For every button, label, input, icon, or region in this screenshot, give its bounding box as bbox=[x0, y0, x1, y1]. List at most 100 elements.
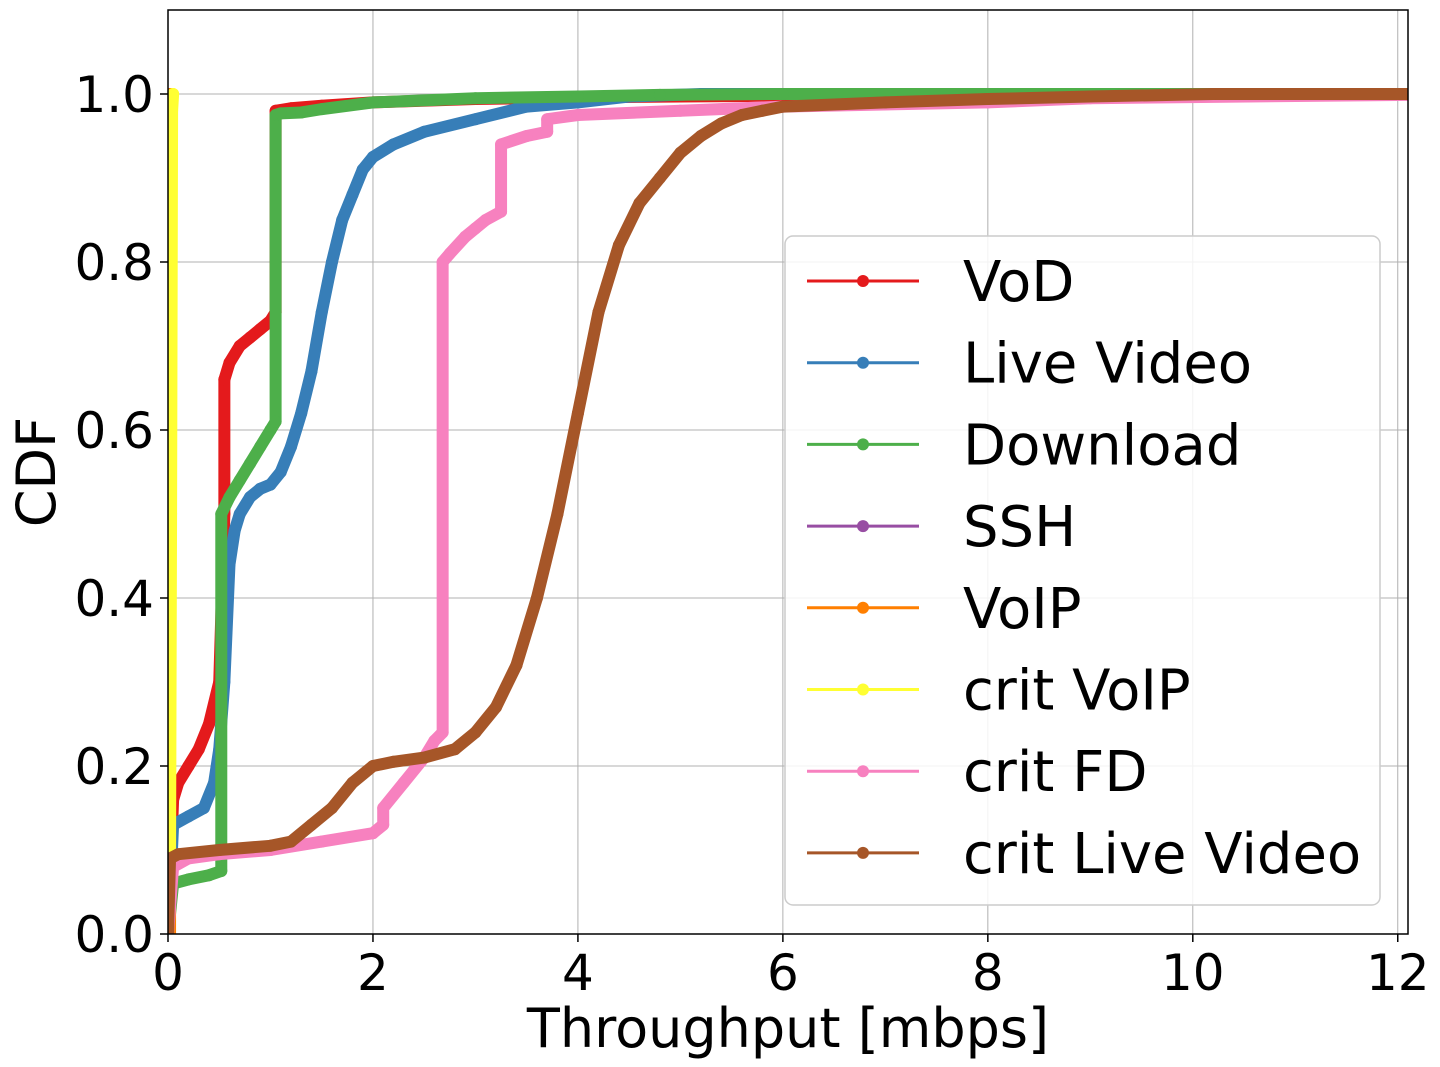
data-point bbox=[715, 117, 728, 130]
data-point bbox=[223, 491, 236, 504]
x-axis-label: Throughput [mbps] bbox=[526, 997, 1049, 1060]
data-point bbox=[325, 802, 338, 814]
y-tick-label: 1.0 bbox=[74, 66, 154, 124]
data-point bbox=[254, 440, 267, 453]
y-tick-label: 0.8 bbox=[74, 234, 154, 292]
legend-label: Download bbox=[963, 413, 1241, 478]
data-point bbox=[213, 844, 226, 856]
series-live-video bbox=[168, 88, 851, 934]
data-point bbox=[674, 104, 687, 117]
data-point bbox=[305, 818, 318, 831]
data-point bbox=[366, 96, 379, 109]
data-point bbox=[520, 130, 533, 142]
data-point bbox=[377, 818, 390, 831]
legend-marker bbox=[857, 846, 869, 859]
data-point bbox=[541, 113, 554, 126]
data-point bbox=[428, 734, 441, 747]
data-point bbox=[879, 96, 892, 109]
series-line bbox=[168, 88, 851, 934]
data-point bbox=[218, 373, 231, 386]
data-point bbox=[436, 256, 449, 268]
legend-label: VoIP bbox=[963, 577, 1082, 642]
data-point bbox=[243, 457, 256, 470]
legend-marker bbox=[857, 683, 869, 696]
data-point bbox=[612, 239, 625, 252]
legend-item: Download bbox=[807, 413, 1241, 478]
legend-label: crit FD bbox=[963, 740, 1147, 805]
data-point bbox=[192, 743, 205, 756]
legend-item: SSH bbox=[807, 495, 1076, 560]
legend-item: crit Live Video bbox=[807, 822, 1361, 887]
legend-marker bbox=[857, 275, 869, 287]
data-point bbox=[233, 474, 246, 487]
data-point bbox=[215, 865, 228, 877]
data-point bbox=[264, 839, 277, 852]
data-point bbox=[168, 104, 179, 117]
data-point bbox=[223, 356, 236, 369]
legend-item: Live Video bbox=[807, 332, 1252, 397]
data-point bbox=[243, 331, 256, 344]
data-point bbox=[202, 718, 215, 730]
legend-item: VoIP bbox=[807, 577, 1082, 642]
data-point bbox=[443, 247, 456, 260]
data-point bbox=[520, 100, 533, 113]
data-point bbox=[274, 107, 287, 120]
data-point bbox=[1320, 88, 1333, 100]
data-point bbox=[356, 163, 369, 176]
data-point bbox=[168, 928, 174, 934]
data-point bbox=[479, 214, 492, 226]
legend-marker bbox=[857, 601, 869, 614]
data-point bbox=[295, 106, 308, 119]
data-point bbox=[254, 482, 267, 495]
x-tick-label: 6 bbox=[767, 944, 799, 1002]
data-point bbox=[530, 592, 543, 604]
data-point bbox=[264, 478, 277, 491]
x-tick-label: 4 bbox=[562, 944, 594, 1002]
data-point bbox=[571, 109, 584, 121]
data-point bbox=[571, 90, 584, 103]
x-tick-label: 12 bbox=[1366, 944, 1430, 1002]
data-point bbox=[366, 151, 379, 163]
data-point bbox=[284, 835, 297, 848]
legend-label: SSH bbox=[963, 495, 1076, 560]
data-point bbox=[202, 869, 215, 882]
data-point bbox=[469, 92, 482, 105]
data-point bbox=[377, 802, 390, 814]
data-point bbox=[346, 188, 359, 201]
data-point bbox=[233, 508, 246, 520]
data-point bbox=[274, 466, 287, 478]
data-point bbox=[653, 88, 666, 101]
x-tick-label: 2 bbox=[357, 944, 389, 1002]
data-point bbox=[269, 415, 282, 428]
data-point bbox=[489, 701, 502, 714]
y-tick-label: 0.4 bbox=[74, 570, 154, 628]
data-point bbox=[254, 323, 267, 336]
data-point bbox=[182, 760, 195, 772]
data-point bbox=[510, 659, 523, 672]
series-group bbox=[168, 88, 1408, 934]
y-tick-label: 0.0 bbox=[74, 906, 154, 964]
data-point bbox=[495, 205, 508, 218]
legend-marker bbox=[857, 765, 869, 778]
data-point bbox=[325, 256, 338, 268]
legend-box bbox=[784, 235, 1381, 906]
legend: VoD Live Video Download SSH VoIP crit VoIP cri… bbox=[784, 235, 1381, 906]
data-point bbox=[571, 407, 584, 420]
legend-label: crit VoIP bbox=[963, 659, 1191, 724]
legend-label: Live Video bbox=[963, 332, 1252, 397]
data-point bbox=[366, 827, 379, 840]
data-point bbox=[215, 508, 228, 520]
data-point bbox=[172, 848, 185, 861]
data-point bbox=[551, 508, 564, 520]
data-point bbox=[633, 197, 646, 210]
data-point bbox=[315, 306, 328, 319]
data-point bbox=[776, 100, 789, 113]
legend-item: VoD bbox=[807, 250, 1074, 315]
data-point bbox=[168, 88, 180, 100]
data-point bbox=[233, 340, 246, 352]
legend-marker bbox=[857, 520, 869, 533]
data-point bbox=[495, 138, 508, 151]
data-point bbox=[756, 104, 769, 117]
data-point bbox=[418, 751, 431, 764]
data-point bbox=[735, 109, 748, 121]
